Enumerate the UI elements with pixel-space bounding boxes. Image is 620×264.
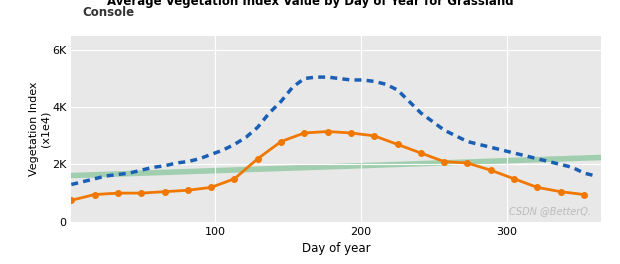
X-axis label: Day of year: Day of year — [302, 242, 371, 255]
Y-axis label: Vegetation Index
(x1e4): Vegetation Index (x1e4) — [29, 81, 51, 176]
FancyBboxPatch shape — [74, 1, 143, 24]
Text: Average Vegetation Index Value by Day of Year for Grassland: Average Vegetation Index Value by Day of… — [107, 0, 513, 8]
Text: Inspector: Inspector — [11, 6, 74, 19]
Text: Console: Console — [82, 6, 135, 19]
Text: CSDN @BetterQ.: CSDN @BetterQ. — [509, 206, 591, 216]
Text: Tasks: Tasks — [159, 6, 195, 19]
